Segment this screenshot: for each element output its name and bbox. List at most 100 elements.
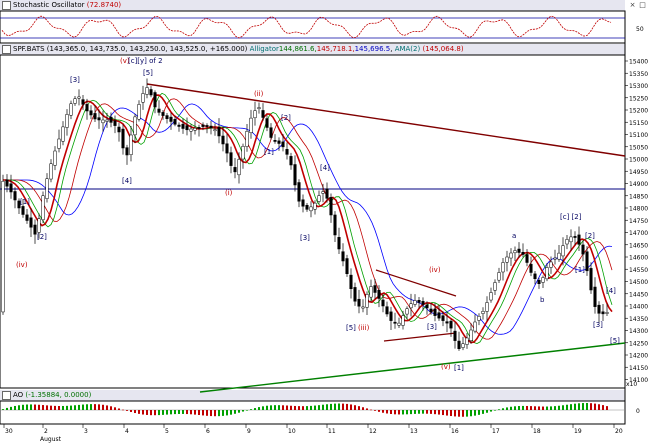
ao-bar bbox=[202, 410, 204, 416]
price-bar-body bbox=[113, 120, 117, 126]
price-bar-body bbox=[509, 252, 513, 259]
triangle-upper-trendline[interactable] bbox=[375, 269, 457, 297]
time-axis: 30 2 3 4 5 6 9 10 11 12 13 16 17 18 19 20 bbox=[3, 424, 623, 435]
price-bar-body bbox=[89, 110, 93, 116]
date-tick-label: 4 bbox=[125, 428, 129, 435]
price-bar-body bbox=[577, 234, 581, 245]
price-bar-body bbox=[85, 104, 89, 112]
price-tick-label: 15400 bbox=[629, 59, 648, 66]
price-tick-label: 14950 bbox=[629, 169, 648, 176]
price-bar-body bbox=[73, 98, 77, 104]
ao-bar bbox=[534, 406, 536, 410]
ao-bar bbox=[150, 410, 152, 416]
price-tick-label: 15150 bbox=[629, 120, 648, 127]
price-bars bbox=[1, 78, 609, 351]
price-plot-area[interactable] bbox=[0, 54, 626, 389]
price-bar-body bbox=[489, 292, 493, 301]
price-bar-body bbox=[57, 138, 61, 149]
ao-bar bbox=[446, 410, 448, 416]
price-tick-label: 15350 bbox=[629, 71, 648, 78]
pane-toggle-icon[interactable] bbox=[2, 45, 11, 54]
price-bar-body bbox=[469, 329, 473, 341]
pane-close-icon[interactable]: × bbox=[629, 1, 636, 9]
ao-bar bbox=[46, 405, 48, 410]
lower-trendline[interactable] bbox=[199, 342, 626, 393]
price-bar-body bbox=[377, 289, 381, 299]
ao-bar bbox=[78, 404, 80, 410]
price-bar-body bbox=[557, 252, 561, 260]
ao-plot-area[interactable] bbox=[0, 400, 626, 425]
pane-toggle-icon[interactable] bbox=[2, 1, 11, 10]
price-bar-body bbox=[173, 119, 177, 125]
price-bar-body bbox=[401, 315, 405, 326]
ao-bar bbox=[582, 403, 584, 410]
price-bar-body bbox=[261, 110, 265, 118]
ao-bar bbox=[130, 410, 132, 413]
ao-bar bbox=[34, 404, 36, 410]
ao-bar bbox=[330, 403, 332, 410]
pane-maximize-icon[interactable]: □ bbox=[639, 1, 646, 9]
price-pane-header[interactable]: SPF.BATS (143,365.0, 143,735.0, 143,250.… bbox=[0, 44, 625, 56]
price-bar-body bbox=[549, 261, 553, 268]
price-bar-body bbox=[453, 330, 457, 341]
wave-label: [1] bbox=[264, 148, 274, 156]
price-scale-multiplier: x10 bbox=[626, 381, 637, 388]
price-bar-body bbox=[153, 92, 157, 108]
upper-trendline[interactable] bbox=[146, 83, 626, 157]
stochastic-value: (72.8740) bbox=[86, 1, 122, 9]
stochastic-title: Stochastic Oscillator bbox=[13, 1, 85, 9]
ao-bar bbox=[458, 410, 460, 417]
ao-bar bbox=[522, 405, 524, 410]
ao-bar bbox=[230, 410, 232, 415]
ama-separator: , bbox=[390, 45, 395, 53]
ao-bar bbox=[574, 403, 576, 410]
ao-bar bbox=[558, 405, 560, 410]
wave-label: b bbox=[540, 296, 545, 304]
date-tick-label: 10 bbox=[288, 428, 296, 435]
ao-bar bbox=[518, 406, 520, 410]
price-bar-body bbox=[481, 311, 485, 314]
wave-label: [c][y] of 2 bbox=[128, 57, 163, 65]
ao-bar bbox=[274, 405, 276, 410]
ao-bar bbox=[486, 410, 488, 413]
ao-bar bbox=[226, 410, 228, 416]
price-bar-body bbox=[189, 128, 193, 132]
ama-line bbox=[3, 94, 613, 344]
ao-bar bbox=[222, 410, 224, 416]
ao-bar bbox=[234, 410, 236, 414]
price-bar-body bbox=[405, 308, 409, 315]
ao-bar bbox=[454, 410, 456, 417]
price-tick-label: 15000 bbox=[629, 157, 648, 164]
date-tick-label: 12 bbox=[369, 428, 377, 435]
price-bar-body bbox=[461, 343, 465, 348]
ao-bar bbox=[546, 406, 548, 410]
ao-bar bbox=[450, 410, 452, 417]
date-tick-label: 30 bbox=[5, 428, 13, 435]
ao-bar bbox=[438, 410, 440, 415]
alligator-jaw-value: 145,696.5 bbox=[354, 45, 391, 53]
ao-bar bbox=[62, 405, 64, 410]
price-bar-body bbox=[325, 188, 329, 199]
price-bar-body bbox=[529, 263, 533, 273]
ao-bar bbox=[530, 406, 532, 410]
price-bar-body bbox=[53, 150, 57, 166]
ao-bar bbox=[390, 410, 392, 415]
price-bar-body bbox=[305, 204, 309, 210]
wave-label: [2] bbox=[281, 114, 291, 122]
price-bar-body bbox=[97, 117, 101, 121]
price-bar-body bbox=[321, 191, 325, 194]
alligator-lips-value: 144,861.6, bbox=[278, 45, 317, 53]
ao-bar bbox=[166, 410, 168, 415]
ao-bar bbox=[570, 404, 572, 410]
price-bar-body bbox=[385, 306, 389, 315]
ao-bar bbox=[590, 403, 592, 410]
pane-toggle-icon[interactable] bbox=[2, 391, 11, 400]
wave-label: [1] bbox=[454, 364, 464, 372]
ao-bar bbox=[246, 410, 248, 411]
ohlc-values: (143,365.0, 143,735.0, 143,250.0, 143,52… bbox=[46, 45, 248, 53]
price-tick-label: 14500 bbox=[629, 279, 648, 286]
triangle-lower-trendline[interactable] bbox=[383, 332, 457, 342]
wave-label: (v) bbox=[120, 57, 130, 65]
ao-bar bbox=[514, 406, 516, 410]
